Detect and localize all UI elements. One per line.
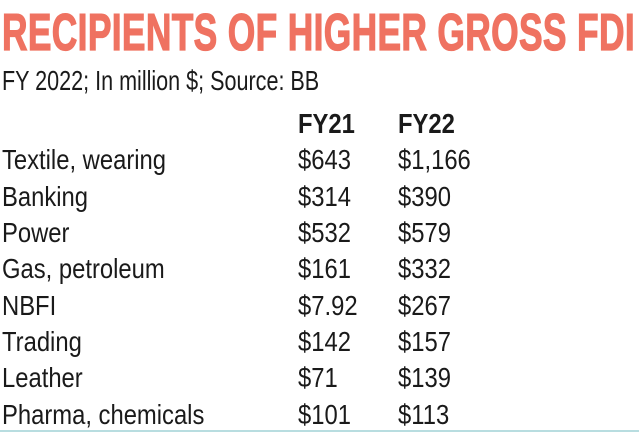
table-header-row: FY21 FY22 xyxy=(2,106,637,142)
fy21-value: $161 xyxy=(298,253,351,285)
table-row: Gas, petroleum $161 $332 xyxy=(2,251,637,287)
column-header-fy22: FY22 xyxy=(398,108,455,140)
sector-label: NBFI xyxy=(2,289,57,321)
sector-label: Gas, petroleum xyxy=(2,253,165,285)
fdi-table: FY21 FY22 Textile, wearing $643 $1,166 B… xyxy=(2,106,637,433)
table-row: Textile, wearing $643 $1,166 xyxy=(2,142,637,178)
fy21-value: $101 xyxy=(298,398,351,430)
table-row: Banking $314 $390 xyxy=(2,179,637,215)
fy22-value: $267 xyxy=(398,289,451,321)
fy22-value: $390 xyxy=(398,180,451,212)
fy22-value: $1,166 xyxy=(398,144,471,176)
table-row: Power $532 $579 xyxy=(2,215,637,251)
page-subtitle: FY 2022; In million $; Source: BB xyxy=(2,66,414,96)
table-row: Leather $71 $139 xyxy=(2,360,637,396)
fy21-value: $142 xyxy=(298,325,351,357)
table-row: Trading $142 $157 xyxy=(2,324,637,360)
fy22-value: $332 xyxy=(398,253,451,285)
fy21-value: $643 xyxy=(298,144,351,176)
fy21-value: $71 xyxy=(298,362,338,394)
fy22-value: $113 xyxy=(398,398,450,430)
sector-label: Textile, wearing xyxy=(2,144,167,176)
bottom-rule xyxy=(0,430,639,432)
page-title: RECIPIENTS OF HIGHER GROSS FDI xyxy=(2,4,639,62)
sector-label: Pharma, chemicals xyxy=(2,398,205,430)
fy22-value: $157 xyxy=(398,325,451,357)
page-subtitle-text: FY 2022; In million $; Source: BB xyxy=(2,65,320,96)
fy21-value: $532 xyxy=(298,217,351,249)
sector-label: Power xyxy=(2,217,70,249)
table-row: NBFI $7.92 $267 xyxy=(2,287,637,323)
sector-label: Leather xyxy=(2,362,83,394)
fy22-value: $139 xyxy=(398,362,451,394)
sector-label: Banking xyxy=(2,180,89,212)
fdi-table-body: Textile, wearing $643 $1,166 Banking $31… xyxy=(2,142,637,432)
fy21-value: $7.92 xyxy=(298,289,358,321)
fy22-value: $579 xyxy=(398,217,451,249)
fy21-value: $314 xyxy=(298,180,351,212)
table-row: Pharma, chemicals $101 $113 xyxy=(2,396,637,432)
page-title-text: RECIPIENTS OF HIGHER GROSS FDI xyxy=(2,4,636,62)
column-header-fy21: FY21 xyxy=(298,108,355,140)
sector-label: Trading xyxy=(2,325,82,357)
